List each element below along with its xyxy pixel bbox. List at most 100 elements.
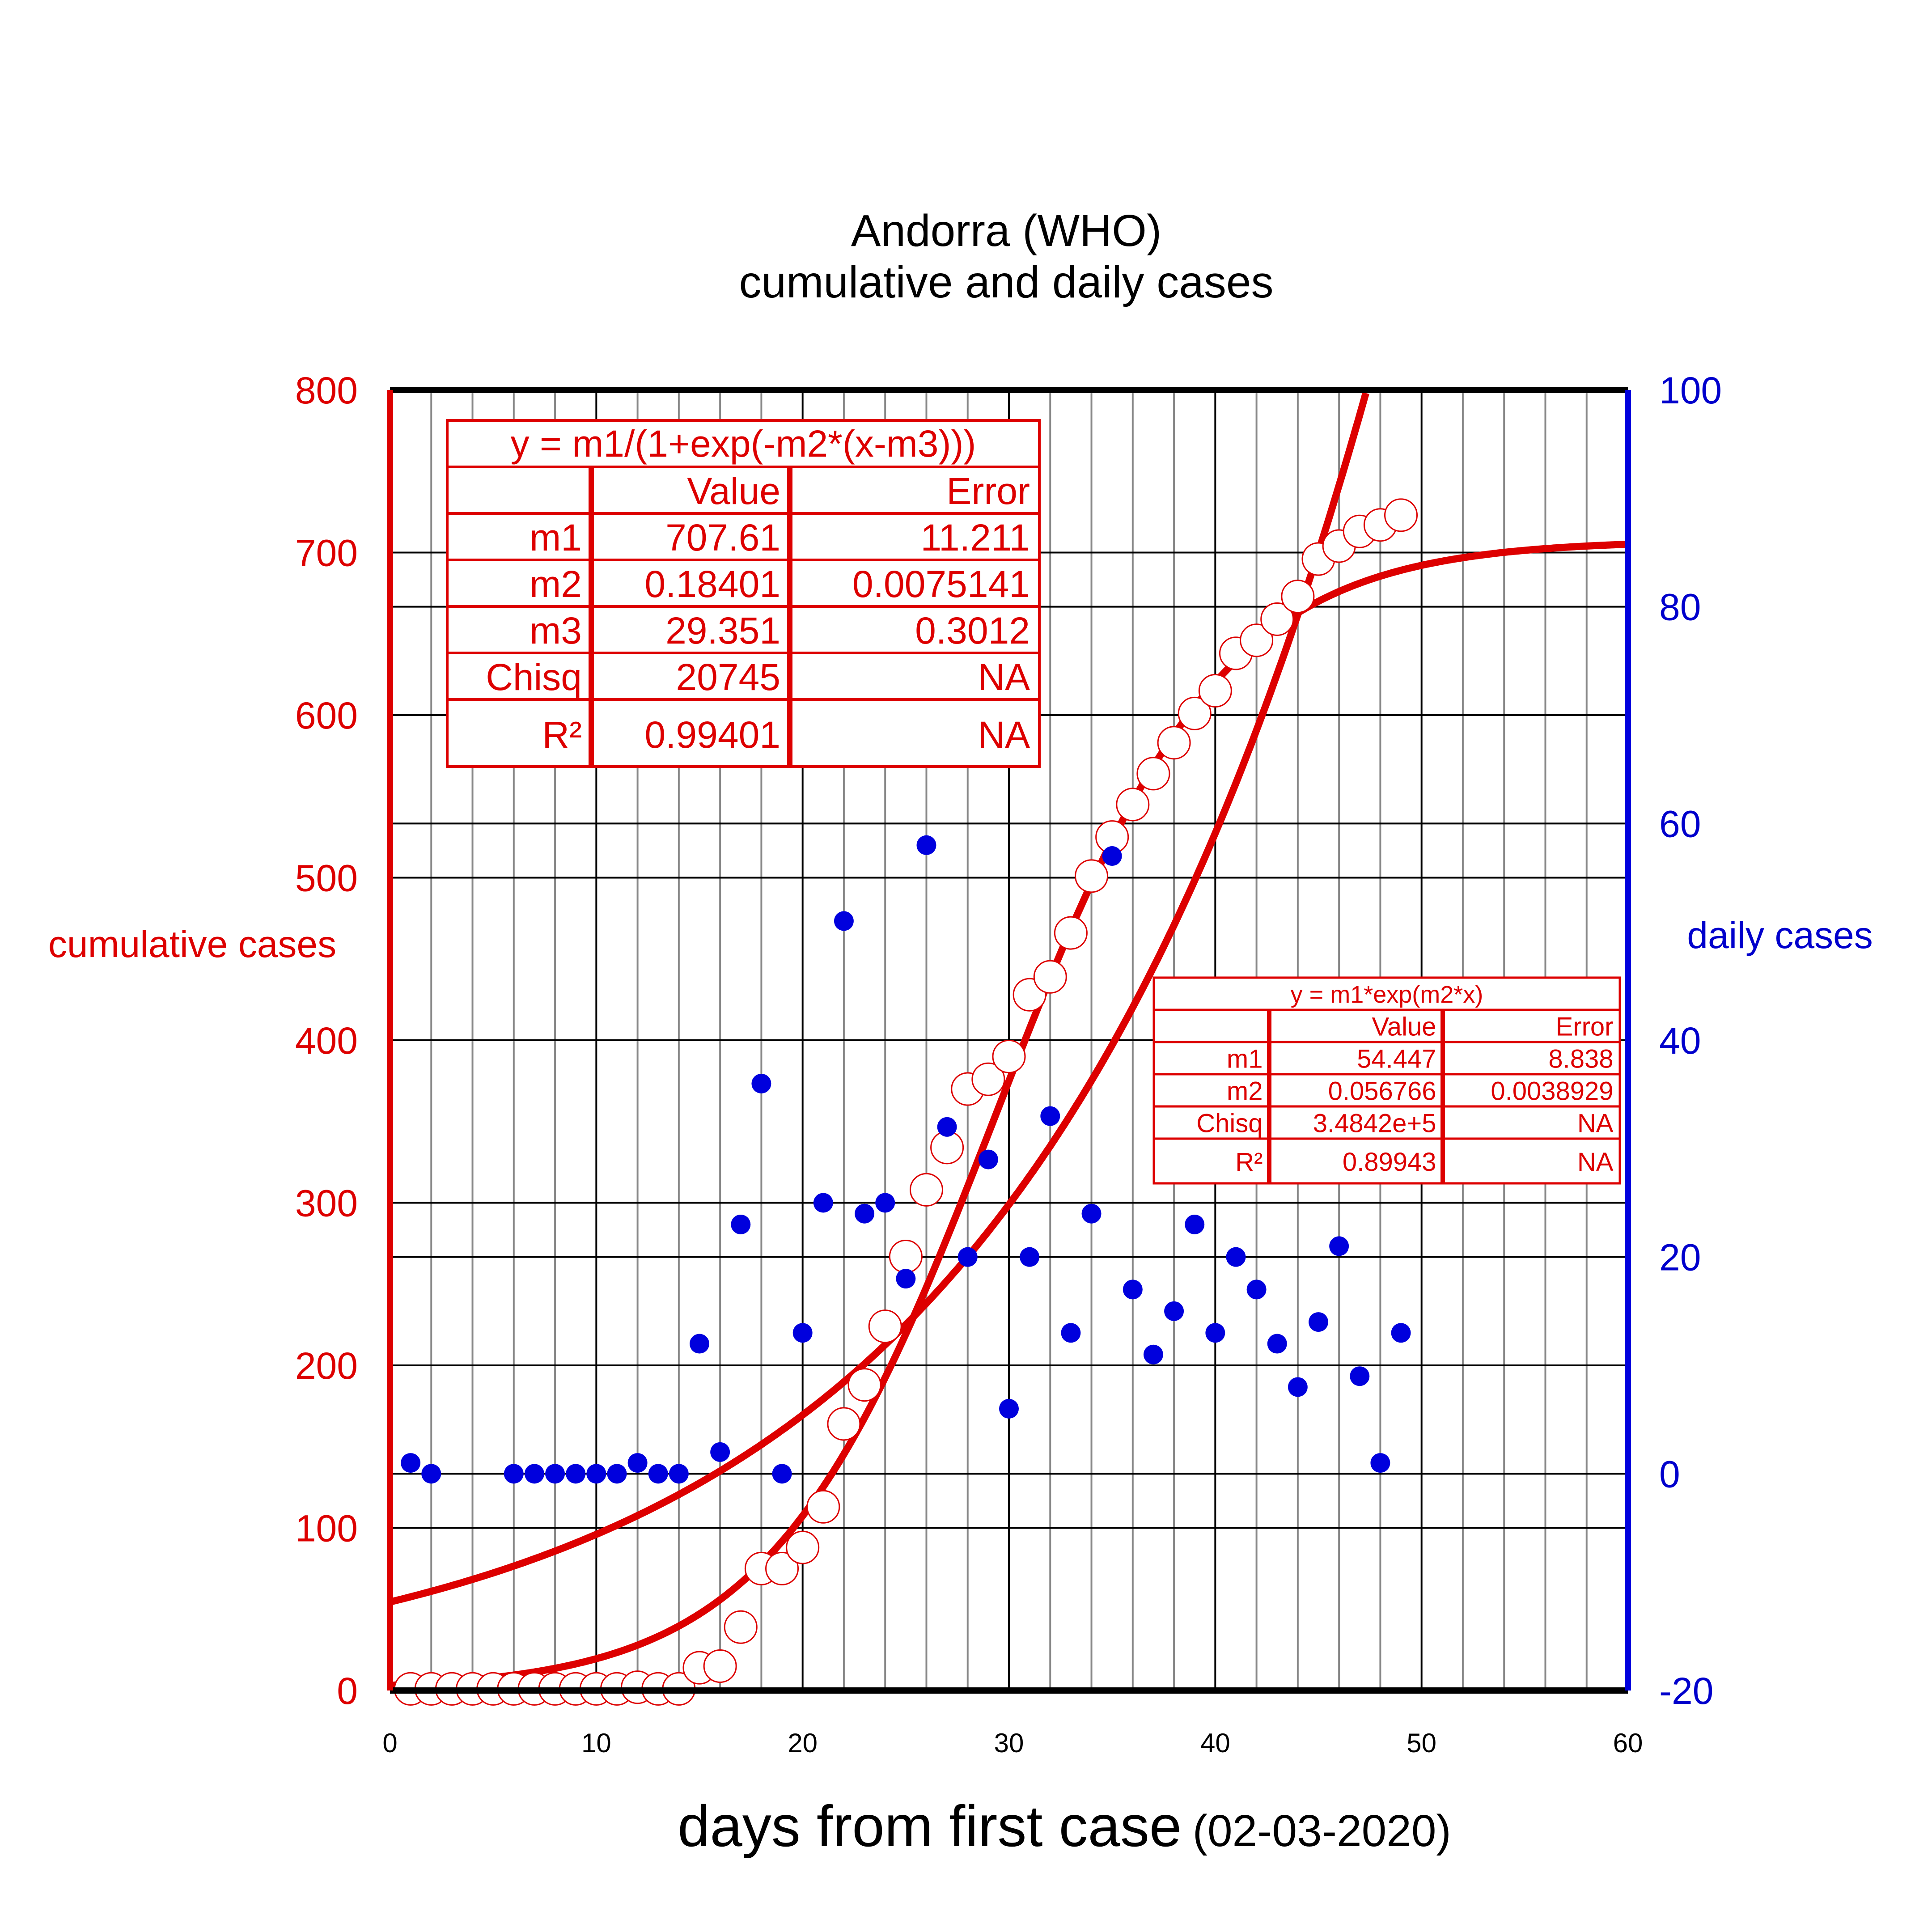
x-tick-label: 10 — [581, 1728, 611, 1758]
daily-point — [710, 1442, 730, 1462]
daily-point — [1350, 1366, 1370, 1386]
daily-point — [1267, 1334, 1287, 1354]
daily-point — [1061, 1323, 1081, 1343]
fit-table-cell: 54.447 — [1357, 1045, 1436, 1074]
cumulative-point — [703, 1649, 737, 1683]
logistic-fit-table: y = m1/(1+exp(-m2*(x-m3))) Value Error m1 70… — [446, 419, 1041, 768]
daily-point — [1143, 1344, 1163, 1364]
y-axis-right-label: daily cases — [1687, 914, 1873, 956]
cumulative-points — [394, 498, 1418, 1706]
y-right-tick-label: 20 — [1659, 1237, 1701, 1279]
y-right-tick-label: 80 — [1659, 586, 1701, 628]
fit-table-cell: 8.838 — [1548, 1045, 1613, 1074]
daily-point — [1246, 1280, 1267, 1300]
cumulative-point — [1075, 859, 1109, 893]
daily-point — [772, 1464, 792, 1484]
fit-table-header-cell: Error — [946, 470, 1030, 512]
y-left-tick-label: 0 — [337, 1670, 358, 1712]
cumulative-point — [868, 1309, 902, 1343]
y-right-tick-label: -20 — [1659, 1670, 1713, 1712]
cumulative-point — [1178, 696, 1212, 730]
cumulative-point — [1240, 623, 1274, 657]
daily-point — [937, 1117, 957, 1137]
chart-title: Andorra (WHO) — [851, 206, 1162, 256]
fit-table-frame — [446, 419, 1041, 768]
tick-labels: 0 10 20 30 40 50 600100200300400500600700800-2… — [295, 369, 1722, 1758]
fit-curves — [388, 392, 1627, 1689]
y-left-tick-label: 200 — [295, 1345, 358, 1387]
y-left-tick-label: 600 — [295, 695, 358, 737]
y-right-tick-label: 40 — [1659, 1020, 1701, 1062]
daily-point — [1309, 1312, 1328, 1332]
daily-point — [813, 1193, 833, 1213]
cumulative-point — [847, 1368, 881, 1402]
chart-subtitle: cumulative and daily cases — [739, 257, 1273, 307]
fit-table-cell: R² — [542, 714, 582, 756]
x-tick-label: 20 — [788, 1728, 818, 1758]
y-left-tick-label: 100 — [295, 1508, 358, 1550]
y-right-tick-label: 0 — [1659, 1453, 1680, 1495]
cumulative-point — [1054, 916, 1088, 950]
daily-point — [1226, 1247, 1246, 1267]
fit-table-header-cell: Value — [1372, 1013, 1436, 1042]
cumulative-point — [1384, 498, 1418, 532]
daily-point — [545, 1464, 565, 1484]
daily-point — [669, 1464, 689, 1484]
daily-point — [999, 1398, 1019, 1419]
daily-point — [566, 1464, 586, 1484]
daily-point — [875, 1193, 895, 1213]
cumulative-point — [765, 1551, 799, 1585]
daily-points — [401, 835, 1411, 1484]
daily-point — [1040, 1106, 1060, 1126]
daily-point — [958, 1247, 978, 1267]
y-left-tick-label: 400 — [295, 1020, 358, 1062]
x-tick-label: 60 — [1613, 1728, 1643, 1758]
y-right-tick-label: 100 — [1659, 369, 1722, 411]
x-axis-label: days from first case (02-03-2020) — [678, 1793, 1451, 1859]
logistic-fit-curve — [388, 541, 1627, 1689]
fit-table-header-cell: Value — [687, 470, 780, 512]
fit-table-cell: 0.18401 — [644, 563, 780, 605]
fit-table-cell: m3 — [530, 610, 582, 652]
y-left-tick-label: 700 — [295, 532, 358, 574]
y-right-tick-label: 60 — [1659, 803, 1701, 845]
daily-point — [1164, 1301, 1184, 1321]
fit-table-cell: 0.89943 — [1343, 1148, 1436, 1177]
fit-table-cell: 29.351 — [665, 610, 780, 652]
x-tick-label: 30 — [994, 1728, 1024, 1758]
cumulative-point — [806, 1490, 840, 1524]
daily-point — [916, 835, 936, 855]
fit-table-cell: 0.99401 — [644, 714, 780, 756]
y-axis-left-label: cumulative cases — [48, 923, 336, 965]
exponential-fit-curve — [388, 392, 1369, 1606]
fit-table-cell: R² — [1235, 1148, 1263, 1177]
fit-table-cell: NA — [978, 656, 1030, 698]
x-axis-label-main: days from first case — [678, 1793, 1182, 1859]
fit-table-equation: y = m1/(1+exp(-m2*(x-m3))) — [511, 423, 976, 465]
daily-point — [648, 1464, 668, 1484]
x-tick-label: 0 — [382, 1728, 397, 1758]
fit-table-cell: m1 — [530, 517, 582, 559]
cumulative-point — [1116, 788, 1150, 822]
daily-point — [855, 1203, 875, 1224]
cumulative-point — [1136, 757, 1170, 791]
fit-table-cell: 20745 — [676, 656, 780, 698]
daily-point — [607, 1464, 627, 1484]
fit-table-cell: NA — [1577, 1109, 1614, 1138]
cumulative-point — [1198, 674, 1232, 708]
fit-table-cell: NA — [1577, 1148, 1614, 1177]
fit-table-cell: 11.211 — [921, 517, 1030, 559]
cumulative-point — [1281, 580, 1315, 614]
daily-point — [586, 1464, 606, 1484]
fit-table-cell: 0.056766 — [1328, 1077, 1436, 1106]
fit-table-cell: m2 — [1227, 1077, 1263, 1106]
daily-point — [1205, 1323, 1225, 1343]
daily-point — [751, 1073, 771, 1093]
fit-table-cell: m2 — [530, 563, 582, 605]
daily-point — [504, 1464, 524, 1484]
daily-point — [1020, 1247, 1040, 1267]
cumulative-point — [1260, 602, 1294, 636]
cumulative-point — [889, 1239, 923, 1273]
